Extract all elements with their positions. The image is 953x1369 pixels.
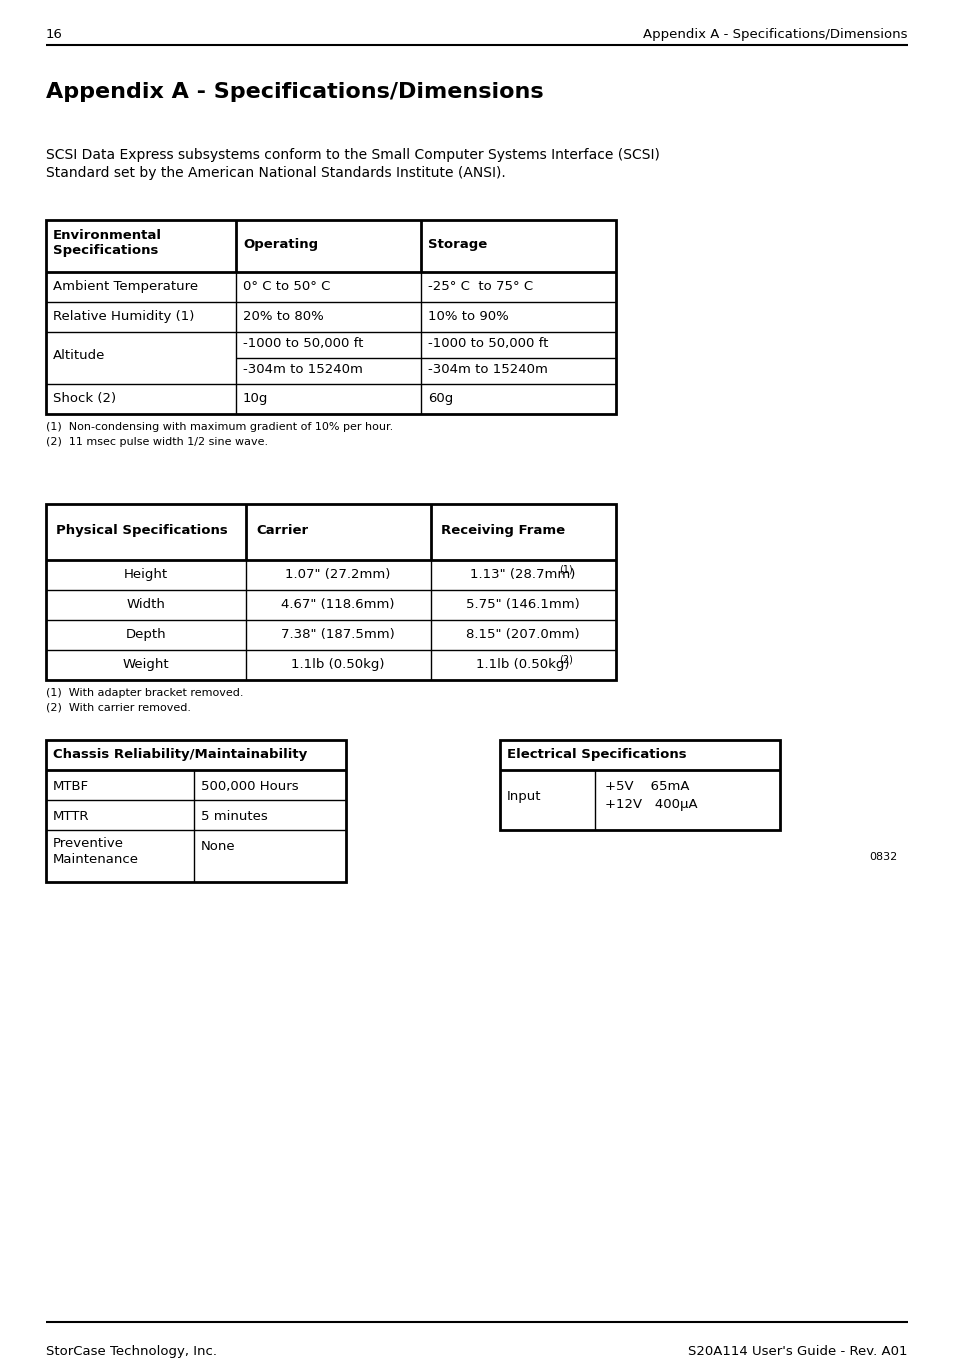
Text: Electrical Specifications: Electrical Specifications [506,747,686,761]
Text: Width: Width [127,598,165,611]
Text: -1000 to 50,000 ft: -1000 to 50,000 ft [243,337,363,350]
Text: 8.15" (207.0mm): 8.15" (207.0mm) [466,628,579,641]
Text: Chassis Reliability/Maintainability: Chassis Reliability/Maintainability [53,747,307,761]
Text: Preventive: Preventive [53,836,124,850]
Text: (2)  11 msec pulse width 1/2 sine wave.: (2) 11 msec pulse width 1/2 sine wave. [46,437,268,448]
Bar [46,741,346,882]
Text: 1.1lb (0.50kg): 1.1lb (0.50kg) [291,658,384,671]
Text: 1.07" (27.2mm): 1.07" (27.2mm) [285,568,391,580]
Text: (2): (2) [558,654,572,664]
Text: Maintenance: Maintenance [53,853,139,867]
Text: 16: 16 [46,27,63,41]
Text: 500,000 Hours: 500,000 Hours [201,780,298,793]
Text: None: None [201,841,235,853]
Text: (1)  Non-condensing with maximum gradient of 10% per hour.: (1) Non-condensing with maximum gradient… [46,422,393,433]
Text: Operating: Operating [243,238,317,251]
Text: Input: Input [506,790,541,804]
Text: 5 minutes: 5 minutes [201,810,268,823]
Text: StorCase Technology, Inc.: StorCase Technology, Inc. [46,1344,216,1358]
Text: Storage: Storage [428,238,487,251]
Text: (2)  With carrier removed.: (2) With carrier removed. [46,704,191,713]
Text: Relative Humidity (1): Relative Humidity (1) [53,309,194,323]
Text: MTTR: MTTR [53,810,90,823]
Text: 10g: 10g [243,392,268,405]
Text: SCSI Data Express subsystems conform to the Small Computer Systems Interface (SC: SCSI Data Express subsystems conform to … [46,148,659,162]
Text: -304m to 15240m: -304m to 15240m [243,363,362,376]
Text: 60g: 60g [428,392,453,405]
Text: 5.75" (146.1mm): 5.75" (146.1mm) [466,598,579,611]
Text: Appendix A - Specifications/Dimensions: Appendix A - Specifications/Dimensions [643,27,907,41]
Text: 1.13" (28.7mm): 1.13" (28.7mm) [470,568,575,580]
Text: Weight: Weight [123,658,169,671]
Text: 0832: 0832 [869,852,897,862]
Text: Ambient Temperature: Ambient Temperature [53,281,198,293]
Text: 4.67" (118.6mm): 4.67" (118.6mm) [281,598,395,611]
Text: Height: Height [124,568,168,580]
Text: +12V   400μA: +12V 400μA [604,798,697,810]
Text: Appendix A - Specifications/Dimensions: Appendix A - Specifications/Dimensions [46,82,543,103]
Text: Carrier: Carrier [255,524,308,537]
Text: Depth: Depth [126,628,166,641]
Text: 0° C to 50° C: 0° C to 50° C [243,281,330,293]
Text: Physical Specifications: Physical Specifications [56,524,228,537]
Text: S20A114 User's Guide - Rev. A01: S20A114 User's Guide - Rev. A01 [688,1344,907,1358]
Text: (1)  With adapter bracket removed.: (1) With adapter bracket removed. [46,689,243,698]
Text: -304m to 15240m: -304m to 15240m [428,363,547,376]
Text: Shock (2): Shock (2) [53,392,116,405]
Text: Altitude: Altitude [53,349,105,361]
Text: (1): (1) [558,564,572,574]
Bar [499,741,780,830]
Text: Environmental: Environmental [53,229,162,242]
Text: Specifications: Specifications [53,244,158,257]
Text: 7.38" (187.5mm): 7.38" (187.5mm) [281,628,395,641]
Bar [46,504,616,680]
Text: -1000 to 50,000 ft: -1000 to 50,000 ft [428,337,548,350]
Text: 20% to 80%: 20% to 80% [243,309,323,323]
Text: MTBF: MTBF [53,780,89,793]
Text: +5V    65mA: +5V 65mA [604,780,689,793]
Text: 1.1lb (0.50kg): 1.1lb (0.50kg) [476,658,569,671]
Text: Receiving Frame: Receiving Frame [440,524,564,537]
Text: Standard set by the American National Standards Institute (ANSI).: Standard set by the American National St… [46,166,505,179]
Text: 10% to 90%: 10% to 90% [428,309,508,323]
Text: -25° C  to 75° C: -25° C to 75° C [428,281,533,293]
Bar [46,220,616,413]
